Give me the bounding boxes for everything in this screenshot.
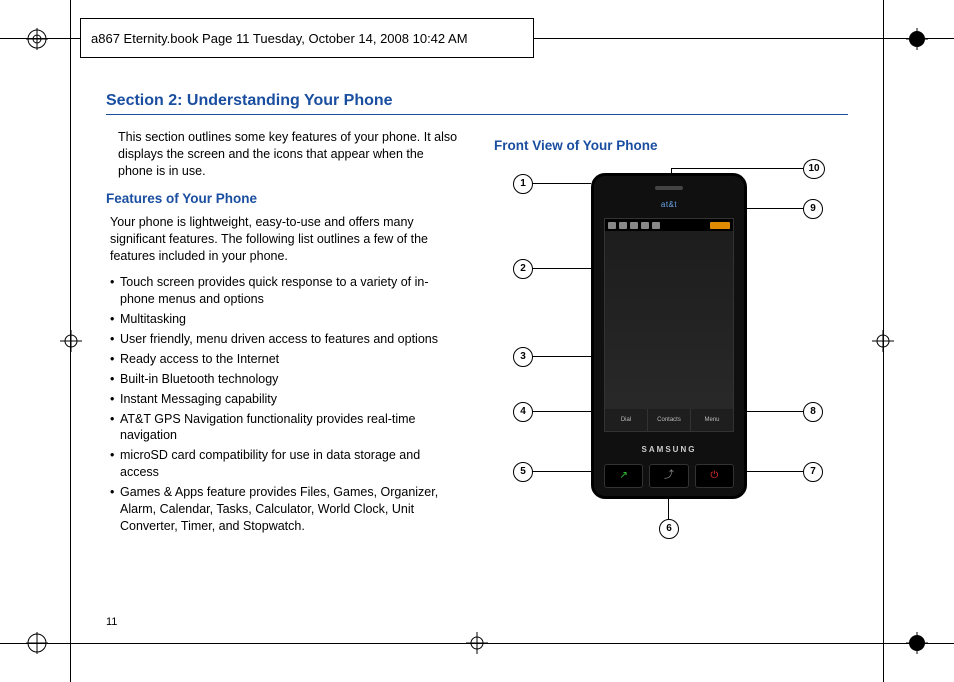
status-icon xyxy=(641,222,649,229)
crop-mark-icon xyxy=(60,330,82,352)
features-heading: Features of Your Phone xyxy=(106,190,460,208)
callout-9: 9 xyxy=(803,199,823,219)
feature-item: AT&T GPS Navigation functionality provid… xyxy=(110,411,460,445)
callout-lead xyxy=(671,168,803,169)
hardware-keys: ↗ ⤴ ⏻ xyxy=(604,464,734,488)
feature-item: User friendly, menu driven access to fea… xyxy=(110,331,460,348)
status-icon xyxy=(619,222,627,229)
status-icon xyxy=(608,222,616,229)
feature-item: Instant Messaging capability xyxy=(110,391,460,408)
registration-mark-icon xyxy=(26,632,48,654)
feature-item: Built-in Bluetooth technology xyxy=(110,371,460,388)
callout-10: 10 xyxy=(803,159,825,179)
page-content: Section 2: Understanding Your Phone This… xyxy=(106,92,848,624)
frontview-heading: Front View of Your Phone xyxy=(494,137,848,155)
feature-item: Games & Apps feature provides Files, Gam… xyxy=(110,484,460,535)
phone-screen: Dial Contacts Menu xyxy=(604,218,734,432)
end-key-icon: ⏻ xyxy=(695,464,734,488)
page-meta-text: a867 Eternity.book Page 11 Tuesday, Octo… xyxy=(91,31,468,46)
callout-6: 6 xyxy=(659,519,679,539)
softkey-contacts: Contacts xyxy=(647,409,690,431)
status-icon xyxy=(630,222,638,229)
callout-lead xyxy=(531,183,591,184)
softkey-bar: Dial Contacts Menu xyxy=(605,409,733,431)
callout-2: 2 xyxy=(513,259,533,279)
page-meta-header: a867 Eternity.book Page 11 Tuesday, Octo… xyxy=(80,18,534,58)
send-key-icon: ↗ xyxy=(604,464,643,488)
phone-diagram: at&t Dial Contacts Menu SAMSUNG ↗ xyxy=(501,161,841,541)
callout-1: 1 xyxy=(513,174,533,194)
feature-item: microSD card compatibility for use in da… xyxy=(110,447,460,481)
phone-brand: SAMSUNG xyxy=(642,445,697,456)
status-bar xyxy=(605,219,733,231)
registration-mark-icon xyxy=(906,28,928,50)
carrier-logo: at&t xyxy=(661,200,677,211)
crop-mark-icon xyxy=(872,330,894,352)
softkey-menu: Menu xyxy=(690,409,733,431)
left-column: This section outlines some key features … xyxy=(106,129,460,541)
callout-7: 7 xyxy=(803,462,823,482)
page-number: 11 xyxy=(106,616,117,628)
intro-text: This section outlines some key features … xyxy=(106,129,460,180)
status-time xyxy=(710,222,730,229)
feature-item: Touch screen provides quick response to … xyxy=(110,274,460,308)
registration-mark-icon xyxy=(906,632,928,654)
callout-lead xyxy=(668,495,669,521)
right-column: Front View of Your Phone at&t xyxy=(494,129,848,541)
phone-body: at&t Dial Contacts Menu SAMSUNG ↗ xyxy=(591,173,747,499)
softkey-dial: Dial xyxy=(605,409,647,431)
back-key-icon: ⤴ xyxy=(649,464,688,488)
callout-5: 5 xyxy=(513,462,533,482)
features-intro: Your phone is lightweight, easy-to-use a… xyxy=(106,214,460,265)
callout-4: 4 xyxy=(513,402,533,422)
callout-lead xyxy=(743,208,803,209)
features-list: Touch screen provides quick response to … xyxy=(106,274,460,534)
crop-mark-icon xyxy=(466,632,488,654)
callout-8: 8 xyxy=(803,402,823,422)
earpiece-icon xyxy=(655,186,683,190)
registration-mark-icon xyxy=(26,28,48,50)
status-icon xyxy=(652,222,660,229)
feature-item: Multitasking xyxy=(110,311,460,328)
callout-3: 3 xyxy=(513,347,533,367)
feature-item: Ready access to the Internet xyxy=(110,351,460,368)
section-title: Section 2: Understanding Your Phone xyxy=(106,92,848,115)
